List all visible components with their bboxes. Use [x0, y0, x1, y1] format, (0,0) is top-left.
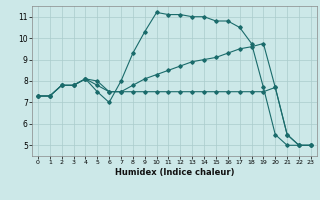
X-axis label: Humidex (Indice chaleur): Humidex (Indice chaleur): [115, 168, 234, 177]
